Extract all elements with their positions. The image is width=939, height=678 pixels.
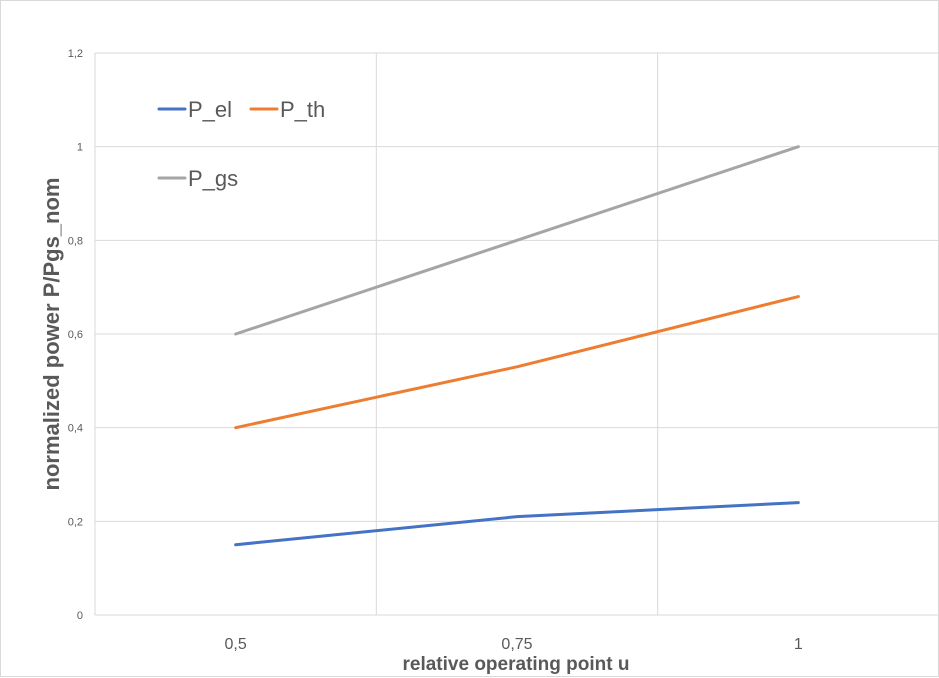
legend-label-p-gs: P_gs: [188, 166, 238, 191]
grid: [94, 52, 939, 616]
x-tick-label: 0,5: [225, 636, 247, 653]
y-tick-label: 0: [77, 610, 83, 622]
y-tick-label: 0,4: [68, 423, 83, 435]
series-line-p-th: [234, 295, 800, 430]
y-axis-title: normalized power P/Pgs_nom: [39, 178, 64, 491]
series-line-p-el: [234, 501, 800, 547]
legend-label-p-th: P_th: [280, 97, 325, 122]
x-tick-label: 1: [794, 636, 803, 653]
legend-label-p-el: P_el: [188, 97, 232, 122]
axes: 0 0,2 0,4 0,6 0,8 1 1,2 0,5 0,75 1: [68, 48, 803, 653]
x-tick-label: 0,75: [501, 636, 532, 653]
y-tick-label: 0,8: [68, 235, 83, 247]
y-tick-label: 0,2: [68, 516, 83, 528]
plot-series: [234, 145, 800, 547]
x-axis-title: relative operating point u: [403, 654, 630, 675]
y-tick-label: 0,6: [68, 329, 83, 341]
y-tick-label: 1,2: [68, 48, 83, 60]
y-tick-label: 1: [77, 142, 83, 154]
legend: P_el P_th P_gs: [157, 97, 325, 191]
series-line-p-gs: [234, 145, 800, 336]
